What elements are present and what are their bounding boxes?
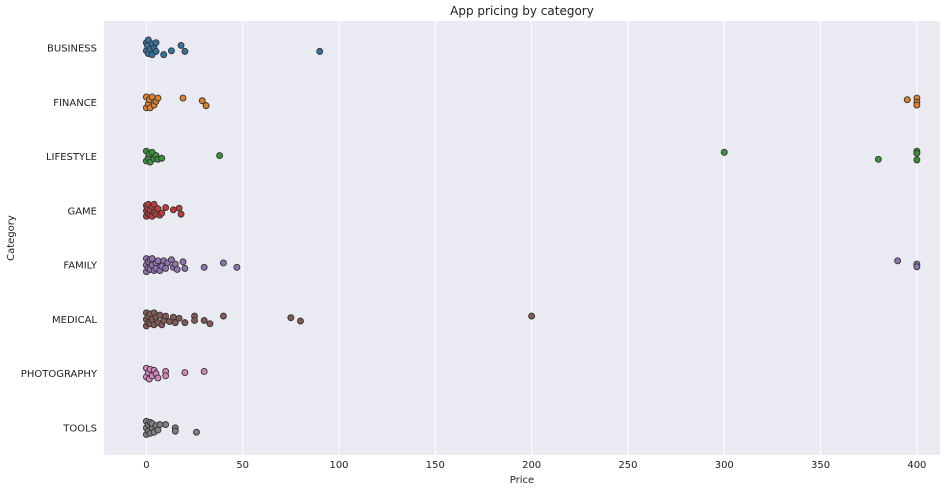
data-point — [206, 320, 214, 328]
x-tick-label: 200 — [522, 460, 541, 471]
x-tick-label: 150 — [426, 460, 445, 471]
chart-title: App pricing by category — [450, 4, 594, 18]
data-point — [154, 374, 162, 382]
data-point — [162, 421, 170, 429]
x-tick-label: 0 — [143, 460, 149, 471]
data-point — [158, 154, 166, 162]
x-tick-label: 350 — [811, 460, 830, 471]
y-tick-label: LIFESTYLE — [46, 152, 97, 163]
data-point — [179, 258, 187, 266]
plot-area — [104, 21, 940, 455]
x-tick-label: 250 — [618, 460, 637, 471]
data-point — [181, 319, 189, 327]
data-point — [156, 311, 164, 319]
data-point — [200, 368, 208, 375]
y-axis-categories: BUSINESS FINANCE LIFESTYLE GAME FAMILY MEDICA… — [21, 44, 98, 435]
data-point — [219, 259, 227, 267]
data-point — [193, 428, 200, 436]
data-point — [200, 263, 208, 271]
data-point — [152, 47, 160, 55]
x-axis-ticks: 0 50 100 150 200 250 300 350 400 — [143, 460, 926, 471]
data-point — [913, 101, 921, 109]
data-point — [173, 266, 181, 273]
data-point — [191, 317, 198, 324]
data-point — [913, 263, 921, 271]
data-point — [287, 314, 295, 322]
data-point — [171, 319, 179, 327]
data-point — [167, 47, 175, 55]
data-point — [152, 39, 160, 47]
data-point — [169, 206, 177, 214]
y-axis-label: Category — [6, 215, 17, 261]
data-point — [297, 317, 304, 325]
data-point — [198, 97, 206, 105]
data-point — [167, 256, 175, 264]
data-point — [154, 94, 162, 102]
data-point — [154, 257, 162, 265]
x-tick-label: 50 — [236, 460, 249, 471]
data-point — [894, 257, 902, 265]
data-point — [181, 264, 189, 272]
x-gridlines — [145, 21, 918, 455]
data-point — [913, 149, 921, 157]
data-point — [175, 204, 183, 212]
x-axis-label: Price — [510, 475, 534, 486]
data-point — [903, 96, 911, 104]
y-tick-label: BUSINESS — [47, 44, 97, 55]
series-tools — [142, 417, 200, 438]
data-point — [202, 102, 210, 110]
x-tick-label: 100 — [329, 460, 348, 471]
data-point — [216, 152, 224, 159]
data-point — [154, 205, 162, 213]
x-tick-label: 400 — [907, 460, 926, 471]
series-lifestyle — [142, 147, 921, 166]
data-point — [160, 51, 168, 59]
data-point — [233, 263, 241, 271]
data-points — [142, 36, 921, 438]
data-point — [179, 94, 187, 102]
data-point — [200, 317, 208, 324]
data-point — [528, 312, 536, 320]
data-point — [162, 372, 170, 380]
series-medical — [142, 309, 536, 330]
data-point — [720, 148, 728, 156]
y-tick-label: TOOLS — [62, 423, 97, 434]
y-tick-label: PHOTOGRAPHY — [21, 369, 98, 380]
data-point — [162, 204, 170, 212]
data-point — [177, 41, 185, 49]
series-family — [142, 255, 921, 276]
data-point — [175, 314, 183, 322]
series-game — [142, 200, 185, 220]
data-point — [156, 421, 164, 429]
y-tick-label: FINANCE — [53, 98, 97, 109]
data-point — [913, 156, 921, 164]
data-point — [171, 427, 179, 435]
y-tick-label: FAMILY — [63, 261, 97, 272]
series-photography — [142, 364, 208, 383]
series-finance — [142, 93, 921, 112]
data-point — [316, 47, 324, 55]
data-point — [181, 47, 189, 55]
data-point — [148, 255, 156, 263]
x-tick-label: 300 — [715, 460, 734, 471]
series-business — [142, 36, 324, 59]
data-point — [150, 200, 158, 208]
data-point — [177, 210, 185, 218]
data-point — [219, 312, 227, 320]
y-tick-label: GAME — [67, 206, 97, 217]
data-point — [874, 155, 882, 163]
data-point — [181, 369, 189, 376]
y-tick-label: MEDICAL — [52, 315, 97, 326]
data-point — [162, 312, 170, 320]
data-point — [158, 209, 166, 217]
